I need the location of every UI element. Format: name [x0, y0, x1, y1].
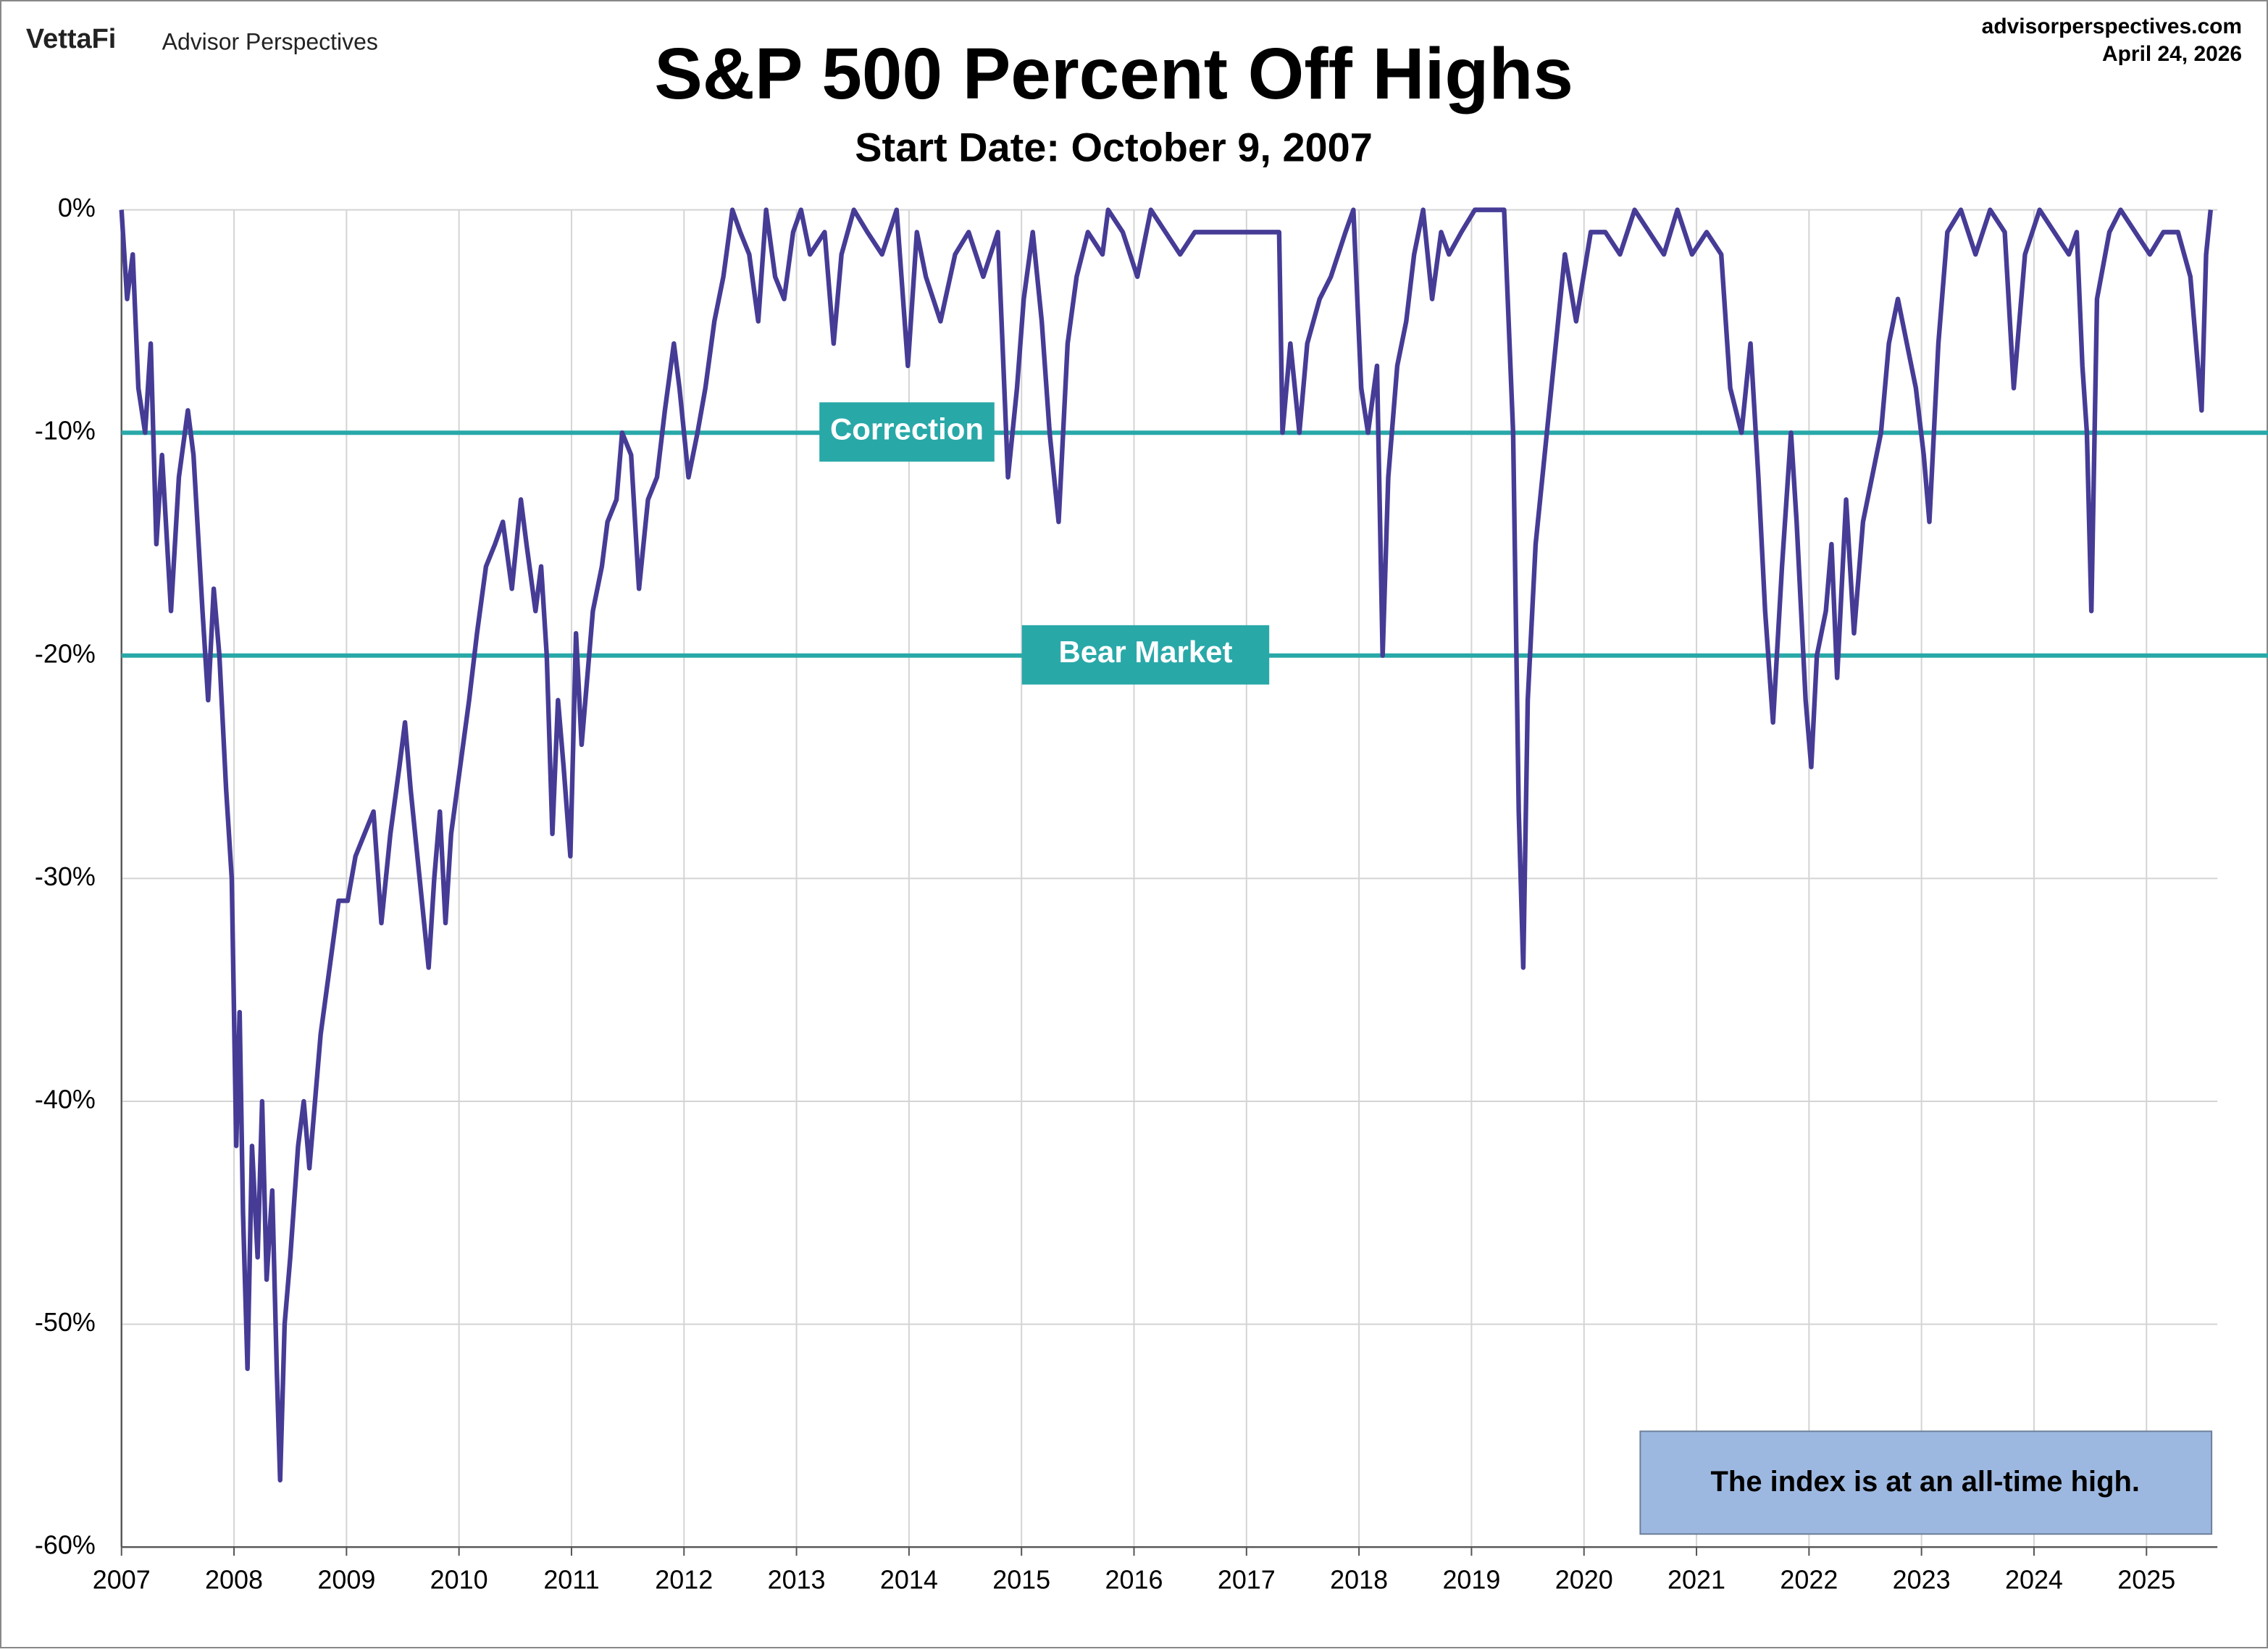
reference-label-box [819, 402, 995, 462]
x-tick-label: 2020 [1555, 1565, 1613, 1595]
y-tick-label: -10% [35, 416, 96, 446]
note-box [1639, 1430, 2213, 1535]
x-tick-label: 2011 [543, 1565, 599, 1595]
reference-label: Correction [830, 412, 984, 446]
x-tick-label: 2025 [2117, 1565, 2175, 1595]
source: advisorperspectives.com [1982, 14, 2242, 38]
y-tick-label: -40% [35, 1084, 96, 1114]
x-tick-label: 2017 [1218, 1565, 1276, 1595]
y-tick-label: 0% [58, 193, 96, 222]
x-tick-label: 2008 [205, 1565, 263, 1595]
chart-subtitle: Start Date: October 9, 2007 [855, 124, 1373, 170]
note: The index is at an all-time high. [1711, 1466, 2140, 1498]
x-tick-label: 2014 [880, 1565, 938, 1595]
x-tick-label: 2019 [1442, 1565, 1500, 1595]
reference-label-box [1021, 625, 1270, 685]
x-tick-label: 2022 [1780, 1565, 1838, 1595]
y-tick-label: -50% [35, 1307, 96, 1337]
x-tick-label: 2012 [655, 1565, 713, 1595]
x-tick-label: 2024 [2005, 1565, 2063, 1595]
x-tick-label: 2010 [430, 1565, 488, 1595]
labels: 0% -10% -20% -30% -40% -50% -60% 2007 2008 2009 20… [35, 193, 2175, 1595]
brand: VettaFi [26, 24, 116, 54]
date: April 24, 2026 [2102, 42, 2242, 66]
x-tick-label: 2013 [768, 1565, 826, 1595]
reference-label: Bear Market [1058, 635, 1232, 669]
series-line [119, 207, 2213, 1483]
x-tick-label: 2023 [1893, 1565, 1951, 1595]
x-tick-label: 2015 [992, 1565, 1050, 1595]
brand-sub: Advisor Perspectives [162, 28, 378, 54]
plot [119, 207, 2213, 1483]
x-tick-label: 2018 [1330, 1565, 1388, 1595]
x-tick-label: 2009 [317, 1565, 375, 1595]
chart-title: S&P 500 Percent Off Highs [654, 34, 1573, 114]
y-tick-label: -20% [35, 638, 96, 668]
x-tick-label: 2016 [1105, 1565, 1163, 1595]
x-tick-label: 2021 [1667, 1565, 1725, 1595]
y-tick-label: -60% [35, 1530, 96, 1560]
x-tick-label: 2007 [93, 1565, 151, 1595]
y-tick-label: -30% [35, 862, 96, 891]
